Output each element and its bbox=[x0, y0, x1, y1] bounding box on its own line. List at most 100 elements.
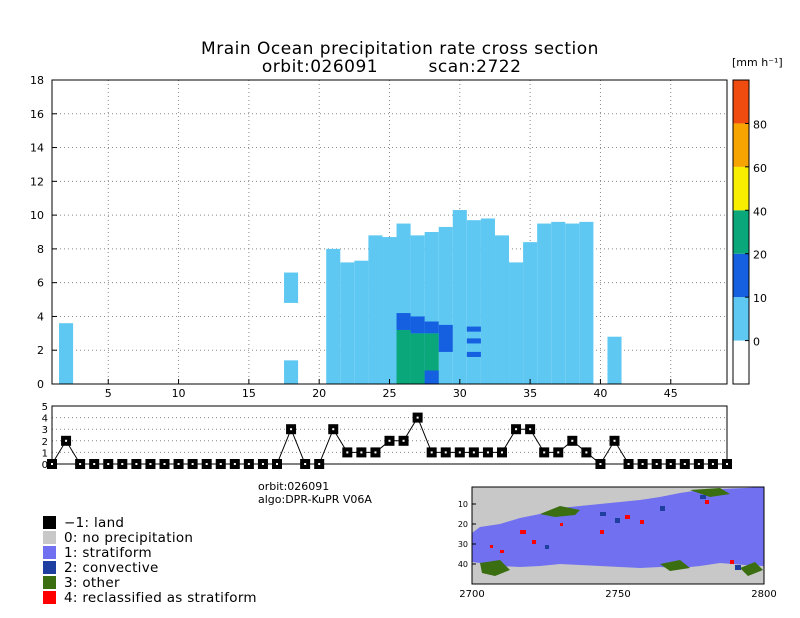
strip-marker-dot bbox=[79, 463, 82, 465]
colorbar-bin bbox=[733, 210, 749, 254]
colorbar-tick-label: 80 bbox=[753, 118, 767, 131]
cross-section-y-ticks: 0 2 4 6 8 10 12 14 16 18 bbox=[30, 74, 57, 391]
precip-column bbox=[326, 248, 341, 384]
strip-marker-dot bbox=[458, 451, 461, 454]
strip-marker-dot bbox=[304, 463, 307, 465]
strip-marker-dot bbox=[515, 428, 518, 431]
strip-markers bbox=[47, 412, 732, 469]
map-frame bbox=[471, 486, 765, 585]
strip-marker-dot bbox=[233, 463, 236, 465]
colorbar-ticks: 0 10 20 40 60 80 bbox=[745, 118, 767, 349]
cross-section-plot: 5 10 15 20 25 30 35 40 45 0 2 4 6 8 10 12 14 16 18 bbox=[30, 74, 728, 400]
strip-marker-dot bbox=[655, 463, 658, 465]
map-y-tick-label: 40 bbox=[458, 560, 468, 569]
precip-column bbox=[466, 220, 481, 384]
strip-frame bbox=[51, 405, 728, 465]
precip-column bbox=[565, 223, 580, 384]
strip-marker-dot bbox=[543, 451, 546, 454]
precip-column bbox=[59, 323, 74, 384]
colorbar-bin bbox=[733, 80, 749, 124]
strip-marker-dot bbox=[444, 451, 447, 454]
y-tick-label: 12 bbox=[30, 175, 44, 188]
chart-scan-label: scan:2722 bbox=[429, 57, 522, 77]
info-algo: algo:DPR-KuPR V06A bbox=[258, 493, 372, 506]
strip-marker-dot bbox=[149, 463, 152, 465]
colorbar-tick-label: 20 bbox=[753, 249, 767, 262]
y-tick-label: 10 bbox=[30, 209, 44, 222]
strip-marker-dot bbox=[711, 463, 714, 465]
cross-section-cells bbox=[59, 210, 622, 384]
x-tick-label: 20 bbox=[312, 387, 326, 400]
strip-marker-dot bbox=[613, 439, 616, 442]
strip-marker-dot bbox=[247, 463, 250, 465]
y-tick-label: 14 bbox=[30, 142, 44, 155]
precip-column bbox=[579, 221, 594, 384]
strip-marker-dot bbox=[177, 463, 180, 465]
map-x-tick-label: 2700 bbox=[459, 589, 484, 600]
strip-marker-dot bbox=[332, 428, 335, 431]
info-orbit: orbit:026091 bbox=[258, 480, 329, 493]
strip-grid bbox=[52, 405, 727, 465]
strip-marker-dot bbox=[585, 451, 588, 454]
strip-marker-dot bbox=[219, 463, 222, 465]
legend-label: −1: land bbox=[64, 515, 124, 531]
legend-label: 3: other bbox=[64, 575, 120, 591]
y-tick-label: 18 bbox=[30, 74, 44, 87]
strip-y-tick-label: 4 bbox=[42, 414, 48, 425]
legend-label: 0: no precipitation bbox=[64, 530, 193, 546]
colorbar-bin bbox=[733, 166, 749, 211]
x-tick-label: 40 bbox=[593, 387, 607, 400]
colorbar-tick-label: 0 bbox=[753, 336, 760, 349]
chart-orbit-label: orbit:026091 bbox=[262, 57, 378, 77]
precip-column bbox=[537, 223, 552, 384]
strip-y-tick-label: 1 bbox=[42, 448, 48, 459]
strip-marker-dot bbox=[669, 463, 672, 465]
y-tick-label: 2 bbox=[37, 344, 44, 357]
strip-marker-dot bbox=[205, 463, 208, 465]
colorbar-unit-label: [mm h⁻¹] bbox=[732, 56, 783, 69]
strip-marker-dot bbox=[65, 439, 68, 442]
strip-marker-dot bbox=[135, 463, 138, 465]
y-tick-label: 6 bbox=[37, 277, 44, 290]
map-other-area bbox=[480, 488, 763, 576]
precip-cell bbox=[424, 370, 439, 384]
precip-cell bbox=[438, 324, 453, 352]
precip-column bbox=[607, 336, 622, 384]
legend-swatch bbox=[43, 531, 56, 544]
strip-marker-dot bbox=[290, 428, 293, 431]
precip-cell bbox=[396, 313, 411, 330]
precip-cell bbox=[466, 326, 481, 332]
rain-type-map: 2700 2750 2800 10 20 30 40 bbox=[458, 486, 777, 600]
strip-marker-dot bbox=[388, 439, 391, 442]
strip-marker-dot bbox=[93, 463, 96, 465]
strip-marker-dot bbox=[571, 439, 574, 442]
precip-column bbox=[452, 210, 467, 384]
strip-marker-dot bbox=[641, 463, 644, 465]
strip-y-tick-label: 2 bbox=[42, 437, 48, 448]
colorbar: [mm h⁻¹] 0 10 20 40 60 80 bbox=[732, 56, 783, 385]
precip-column bbox=[509, 262, 524, 384]
strip-marker-dot bbox=[472, 451, 475, 454]
y-tick-label: 16 bbox=[30, 108, 44, 121]
y-tick-label: 4 bbox=[37, 310, 44, 323]
x-tick-label: 5 bbox=[105, 387, 112, 400]
strip-marker-dot bbox=[121, 463, 124, 465]
x-tick-label: 35 bbox=[523, 387, 537, 400]
strip-marker-dot bbox=[360, 451, 363, 454]
strip-marker-dot bbox=[557, 451, 560, 454]
chart-title: Mrain Ocean precipitation rate cross sec… bbox=[201, 39, 599, 59]
colorbar-bin bbox=[733, 297, 749, 341]
colorbar-tick-label: 10 bbox=[753, 292, 767, 305]
strip-marker-dot bbox=[683, 463, 686, 465]
precip-cell bbox=[466, 351, 481, 357]
y-tick-label: 0 bbox=[37, 378, 44, 391]
strip-marker-dot bbox=[374, 451, 377, 454]
strip-marker-dot bbox=[486, 451, 489, 454]
x-tick-label: 15 bbox=[242, 387, 256, 400]
precip-cell bbox=[424, 321, 439, 334]
strip-y-tick-label: 3 bbox=[42, 425, 48, 436]
colorbar-bin bbox=[733, 340, 749, 384]
